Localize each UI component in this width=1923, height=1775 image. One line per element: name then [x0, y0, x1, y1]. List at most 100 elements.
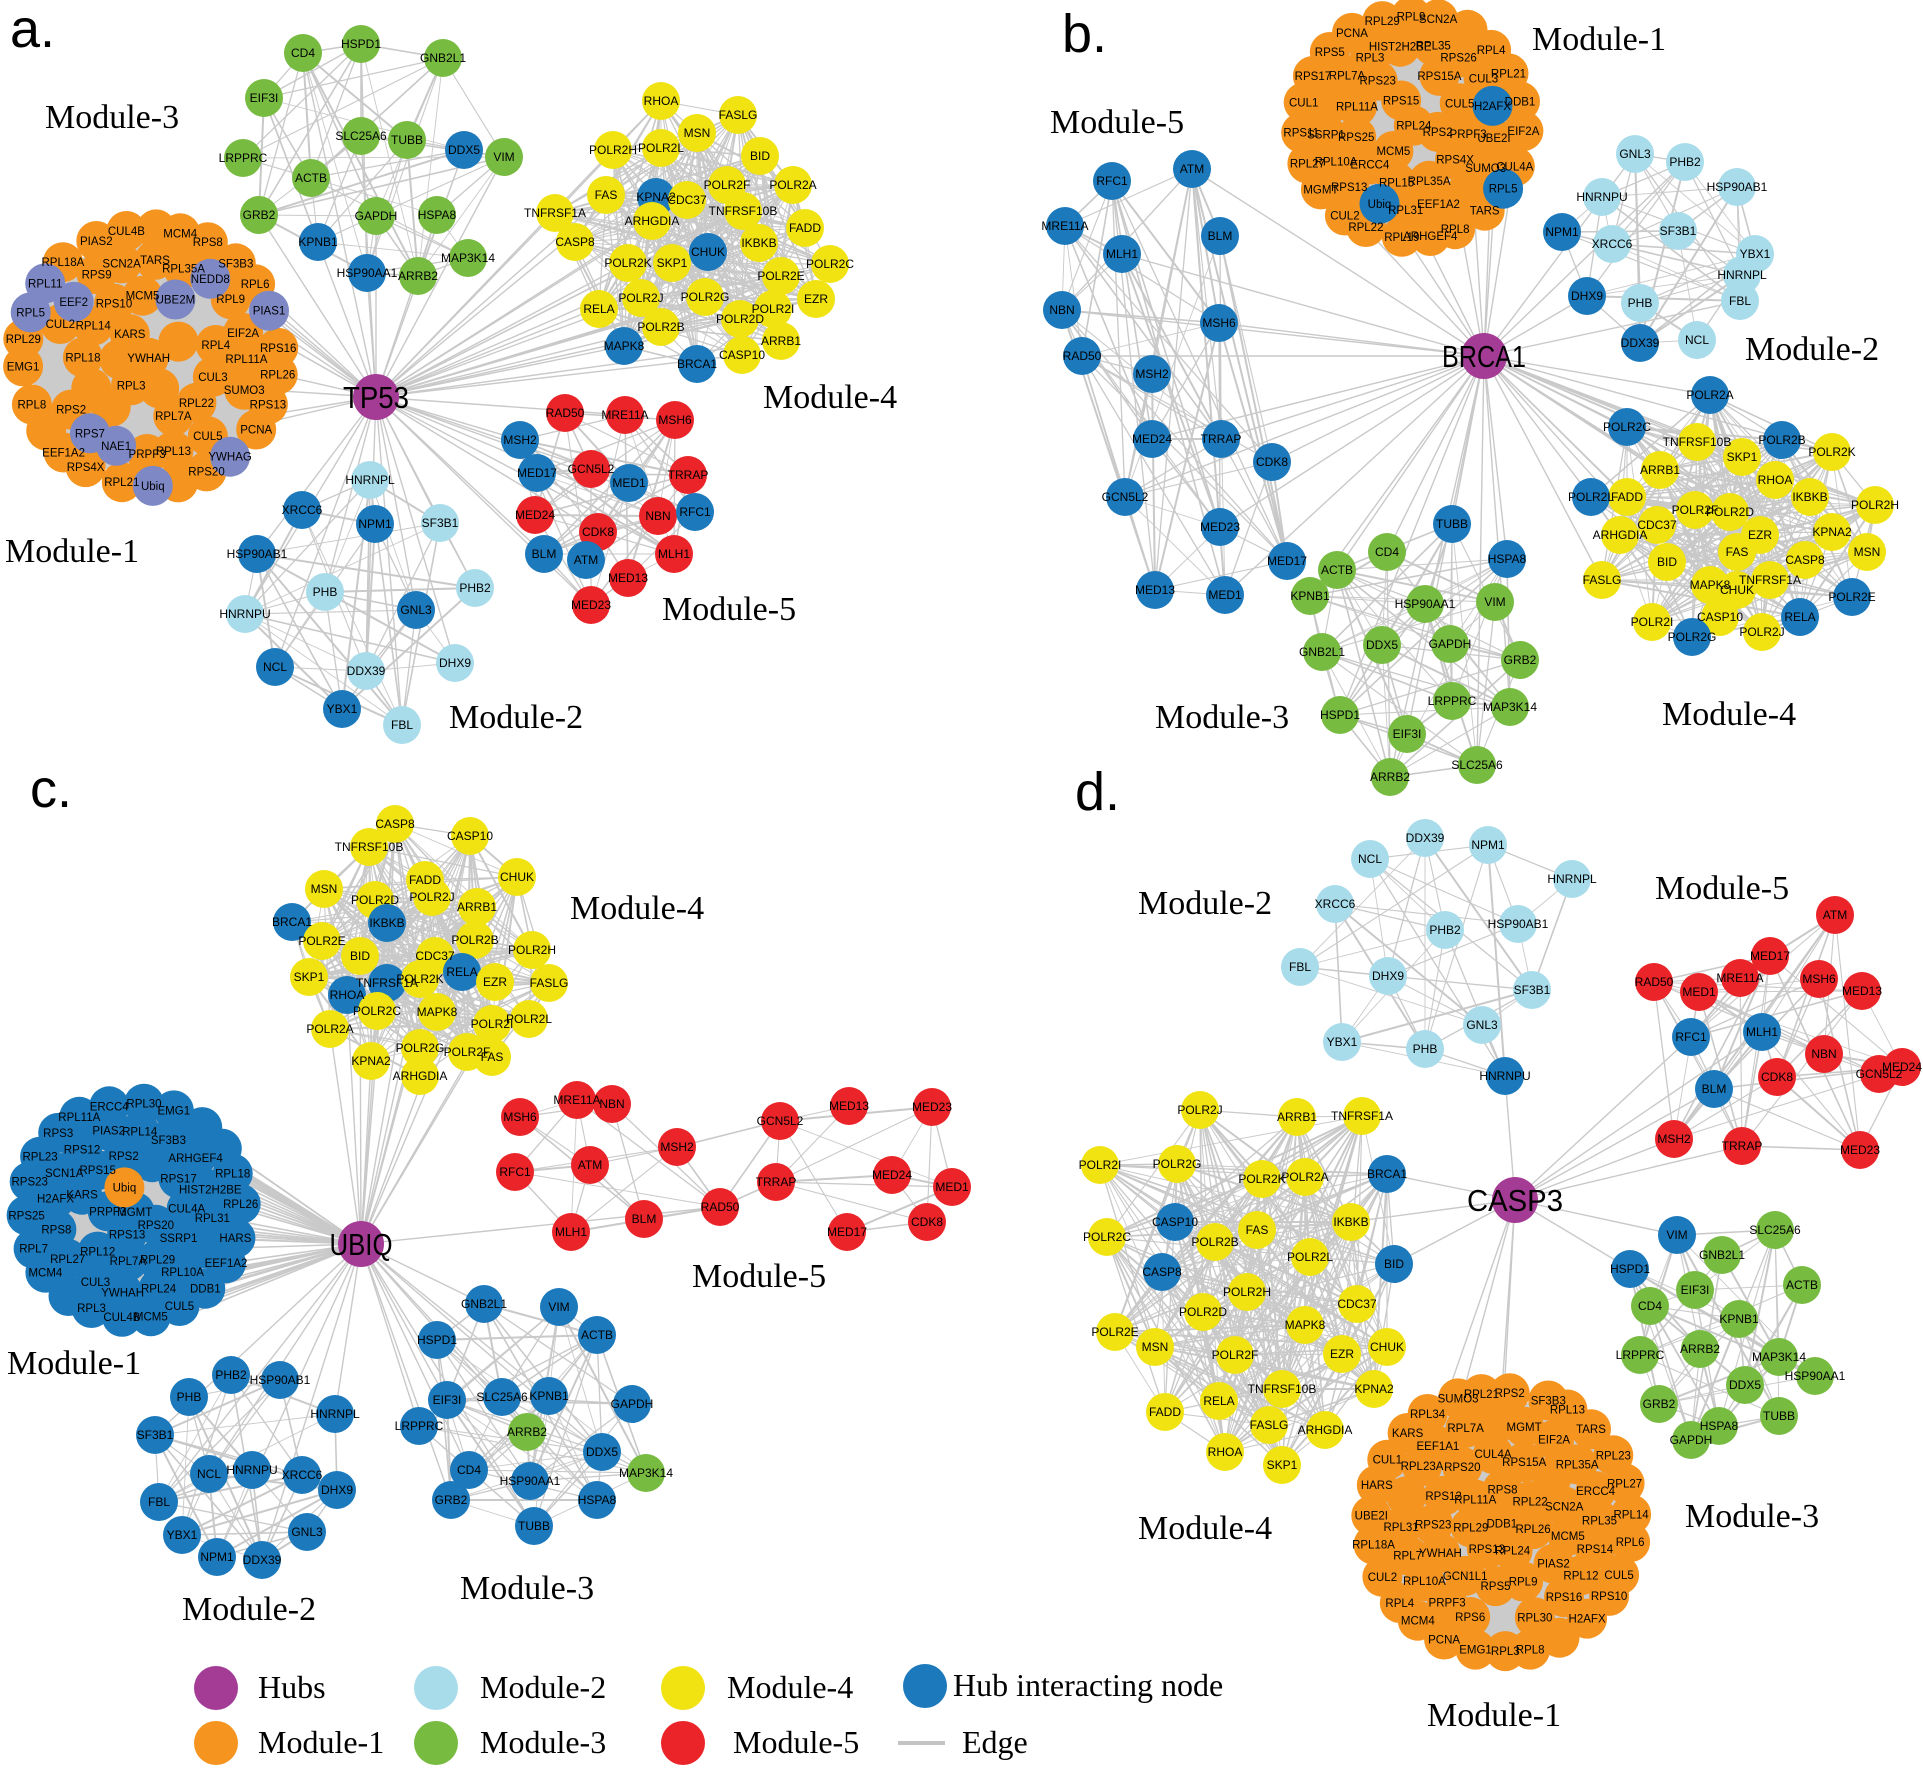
svg-text:DDX39: DDX39	[243, 1553, 282, 1567]
svg-text:CASP8: CASP8	[1142, 1265, 1182, 1279]
svg-text:CASP8: CASP8	[375, 817, 415, 831]
svg-text:RPL29: RPL29	[1365, 16, 1400, 28]
svg-text:TUBB: TUBB	[1763, 1409, 1795, 1423]
svg-text:TUBB: TUBB	[391, 133, 423, 147]
svg-text:POLR2F: POLR2F	[704, 178, 751, 192]
svg-text:Edge: Edge	[962, 1724, 1028, 1760]
svg-text:FBL: FBL	[1289, 960, 1311, 974]
svg-text:CUL2: CUL2	[1368, 1572, 1397, 1584]
svg-text:Module-4: Module-4	[763, 379, 897, 416]
svg-text:GRB2: GRB2	[1504, 653, 1537, 667]
svg-text:RPS10: RPS10	[1591, 1591, 1627, 1603]
svg-text:CHUK: CHUK	[691, 245, 725, 259]
svg-text:CD4: CD4	[1638, 1299, 1662, 1313]
svg-text:RPS15: RPS15	[79, 1165, 115, 1177]
svg-text:SCN1A: SCN1A	[45, 1168, 84, 1180]
svg-text:RPL22: RPL22	[1348, 222, 1383, 234]
svg-text:BLM: BLM	[1208, 229, 1233, 243]
svg-text:KPNA2: KPNA2	[1354, 1382, 1394, 1396]
svg-text:ACTB: ACTB	[581, 1328, 613, 1342]
svg-text:CASP10: CASP10	[1697, 610, 1743, 624]
svg-text:HSP90AB1: HSP90AB1	[1488, 917, 1549, 931]
svg-text:ATM: ATM	[1180, 162, 1204, 176]
svg-text:RPS2: RPS2	[56, 405, 86, 417]
svg-text:HSP90AA1: HSP90AA1	[337, 266, 398, 280]
svg-text:EIF3I: EIF3I	[250, 91, 279, 105]
svg-text:POLR2B: POLR2B	[451, 933, 498, 947]
svg-text:RPS25: RPS25	[1338, 132, 1374, 144]
svg-text:YBX1: YBX1	[167, 1528, 198, 1542]
svg-text:CUL5: CUL5	[1604, 1570, 1633, 1582]
svg-text:ARRB1: ARRB1	[457, 900, 497, 914]
svg-text:RFC1: RFC1	[1675, 1030, 1707, 1044]
svg-text:MSH2: MSH2	[503, 433, 537, 447]
svg-text:Module-4: Module-4	[727, 1669, 853, 1705]
svg-text:BID: BID	[750, 149, 770, 163]
svg-text:MRE11A: MRE11A	[553, 1093, 600, 1107]
svg-text:RPL35: RPL35	[1582, 1516, 1617, 1528]
svg-text:RPL18A: RPL18A	[1352, 1540, 1395, 1552]
svg-text:GNB2L1: GNB2L1	[420, 51, 466, 65]
svg-text:RPL27: RPL27	[1607, 1478, 1642, 1490]
svg-text:Module-5: Module-5	[662, 591, 796, 628]
svg-text:RPS16: RPS16	[1546, 1592, 1582, 1604]
svg-text:SUMO3: SUMO3	[1438, 1393, 1479, 1405]
svg-text:TARS: TARS	[1470, 206, 1500, 218]
svg-text:CDK8: CDK8	[911, 1215, 943, 1229]
svg-text:POLR2H: POLR2H	[1851, 498, 1899, 512]
svg-text:MED24: MED24	[515, 508, 555, 522]
svg-text:DHX9: DHX9	[439, 656, 471, 670]
svg-text:Module-1: Module-1	[7, 1345, 141, 1382]
svg-text:TNFRSF10B: TNFRSF10B	[1663, 435, 1732, 449]
svg-text:MSN: MSN	[311, 882, 338, 896]
svg-text:RPL30: RPL30	[126, 1099, 161, 1111]
svg-text:MSH2: MSH2	[1657, 1132, 1691, 1146]
svg-text:POLR2I: POLR2I	[1631, 615, 1674, 629]
svg-text:RPL14: RPL14	[1614, 1509, 1650, 1521]
svg-text:CHUK: CHUK	[1370, 1340, 1404, 1354]
svg-text:CUL4A: CUL4A	[1474, 1449, 1511, 1461]
svg-text:ACTB: ACTB	[1786, 1278, 1818, 1292]
svg-text:TNFRSF10B: TNFRSF10B	[1248, 1382, 1317, 1396]
svg-text:POLR2G: POLR2G	[1153, 1157, 1202, 1171]
svg-text:CHUK: CHUK	[500, 870, 534, 884]
svg-text:MGMT: MGMT	[117, 1207, 152, 1219]
svg-text:LRPPRC: LRPPRC	[219, 151, 268, 165]
svg-text:POLR2L: POLR2L	[506, 1012, 552, 1026]
svg-text:SKP1: SKP1	[294, 970, 325, 984]
svg-text:PHB2: PHB2	[1669, 155, 1701, 169]
svg-text:MED23: MED23	[1200, 520, 1240, 534]
svg-text:RPL7A: RPL7A	[1447, 1423, 1484, 1435]
svg-text:HSPD1: HSPD1	[341, 37, 381, 51]
svg-text:POLR2C: POLR2C	[806, 257, 854, 271]
svg-text:MCM5: MCM5	[1376, 146, 1410, 158]
svg-text:HSP90AA1: HSP90AA1	[500, 1474, 561, 1488]
svg-text:CDC37: CDC37	[415, 949, 455, 963]
svg-text:GCN5L2: GCN5L2	[757, 1114, 804, 1128]
svg-text:KARS: KARS	[66, 1190, 98, 1202]
svg-text:YWHAH: YWHAH	[101, 1287, 144, 1299]
svg-text:GNL3: GNL3	[1466, 1018, 1498, 1032]
svg-text:CUL3: CUL3	[81, 1277, 110, 1289]
svg-text:FBL: FBL	[1729, 294, 1751, 308]
svg-text:ARRB1: ARRB1	[761, 334, 801, 348]
svg-text:PRPF3: PRPF3	[1429, 1597, 1466, 1609]
svg-text:HNRNPU: HNRNPU	[1576, 190, 1627, 204]
svg-text:ERCC4: ERCC4	[90, 1101, 130, 1113]
svg-text:RPS2: RPS2	[109, 1151, 139, 1163]
svg-text:YBX1: YBX1	[1327, 1035, 1358, 1049]
svg-text:POLR2J: POLR2J	[1739, 625, 1784, 639]
svg-text:DHX9: DHX9	[1571, 289, 1603, 303]
svg-text:MED17: MED17	[827, 1225, 867, 1239]
svg-text:Module-1: Module-1	[258, 1724, 384, 1760]
svg-text:H2AFX: H2AFX	[1569, 1614, 1606, 1626]
svg-text:RPL19: RPL19	[1384, 232, 1419, 244]
svg-text:RPL29: RPL29	[6, 334, 41, 346]
svg-text:RPL9: RPL9	[1397, 11, 1426, 23]
svg-text:ARRB2: ARRB2	[398, 269, 438, 283]
svg-text:FBL: FBL	[148, 1495, 170, 1509]
svg-text:RPL11A: RPL11A	[1454, 1495, 1496, 1507]
svg-text:TRRAP: TRRAP	[1722, 1139, 1763, 1153]
svg-text:HSPA8: HSPA8	[418, 208, 457, 222]
svg-text:RPL12: RPL12	[1563, 1570, 1598, 1582]
